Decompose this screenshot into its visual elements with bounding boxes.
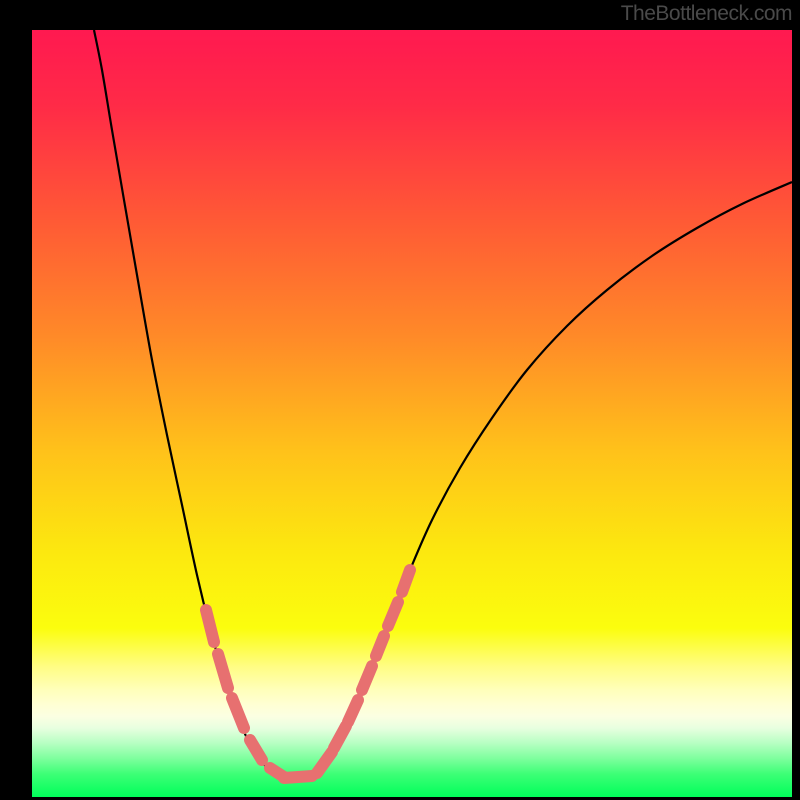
data-marker: [206, 610, 214, 642]
watermark-text: TheBottleneck.com: [621, 2, 792, 26]
data-marker: [376, 636, 384, 656]
data-markers-bottom: [284, 776, 312, 778]
data-marker: [284, 776, 312, 778]
data-marker: [402, 570, 410, 592]
plot-background: [32, 30, 792, 797]
bottleneck-chart: [32, 30, 792, 797]
